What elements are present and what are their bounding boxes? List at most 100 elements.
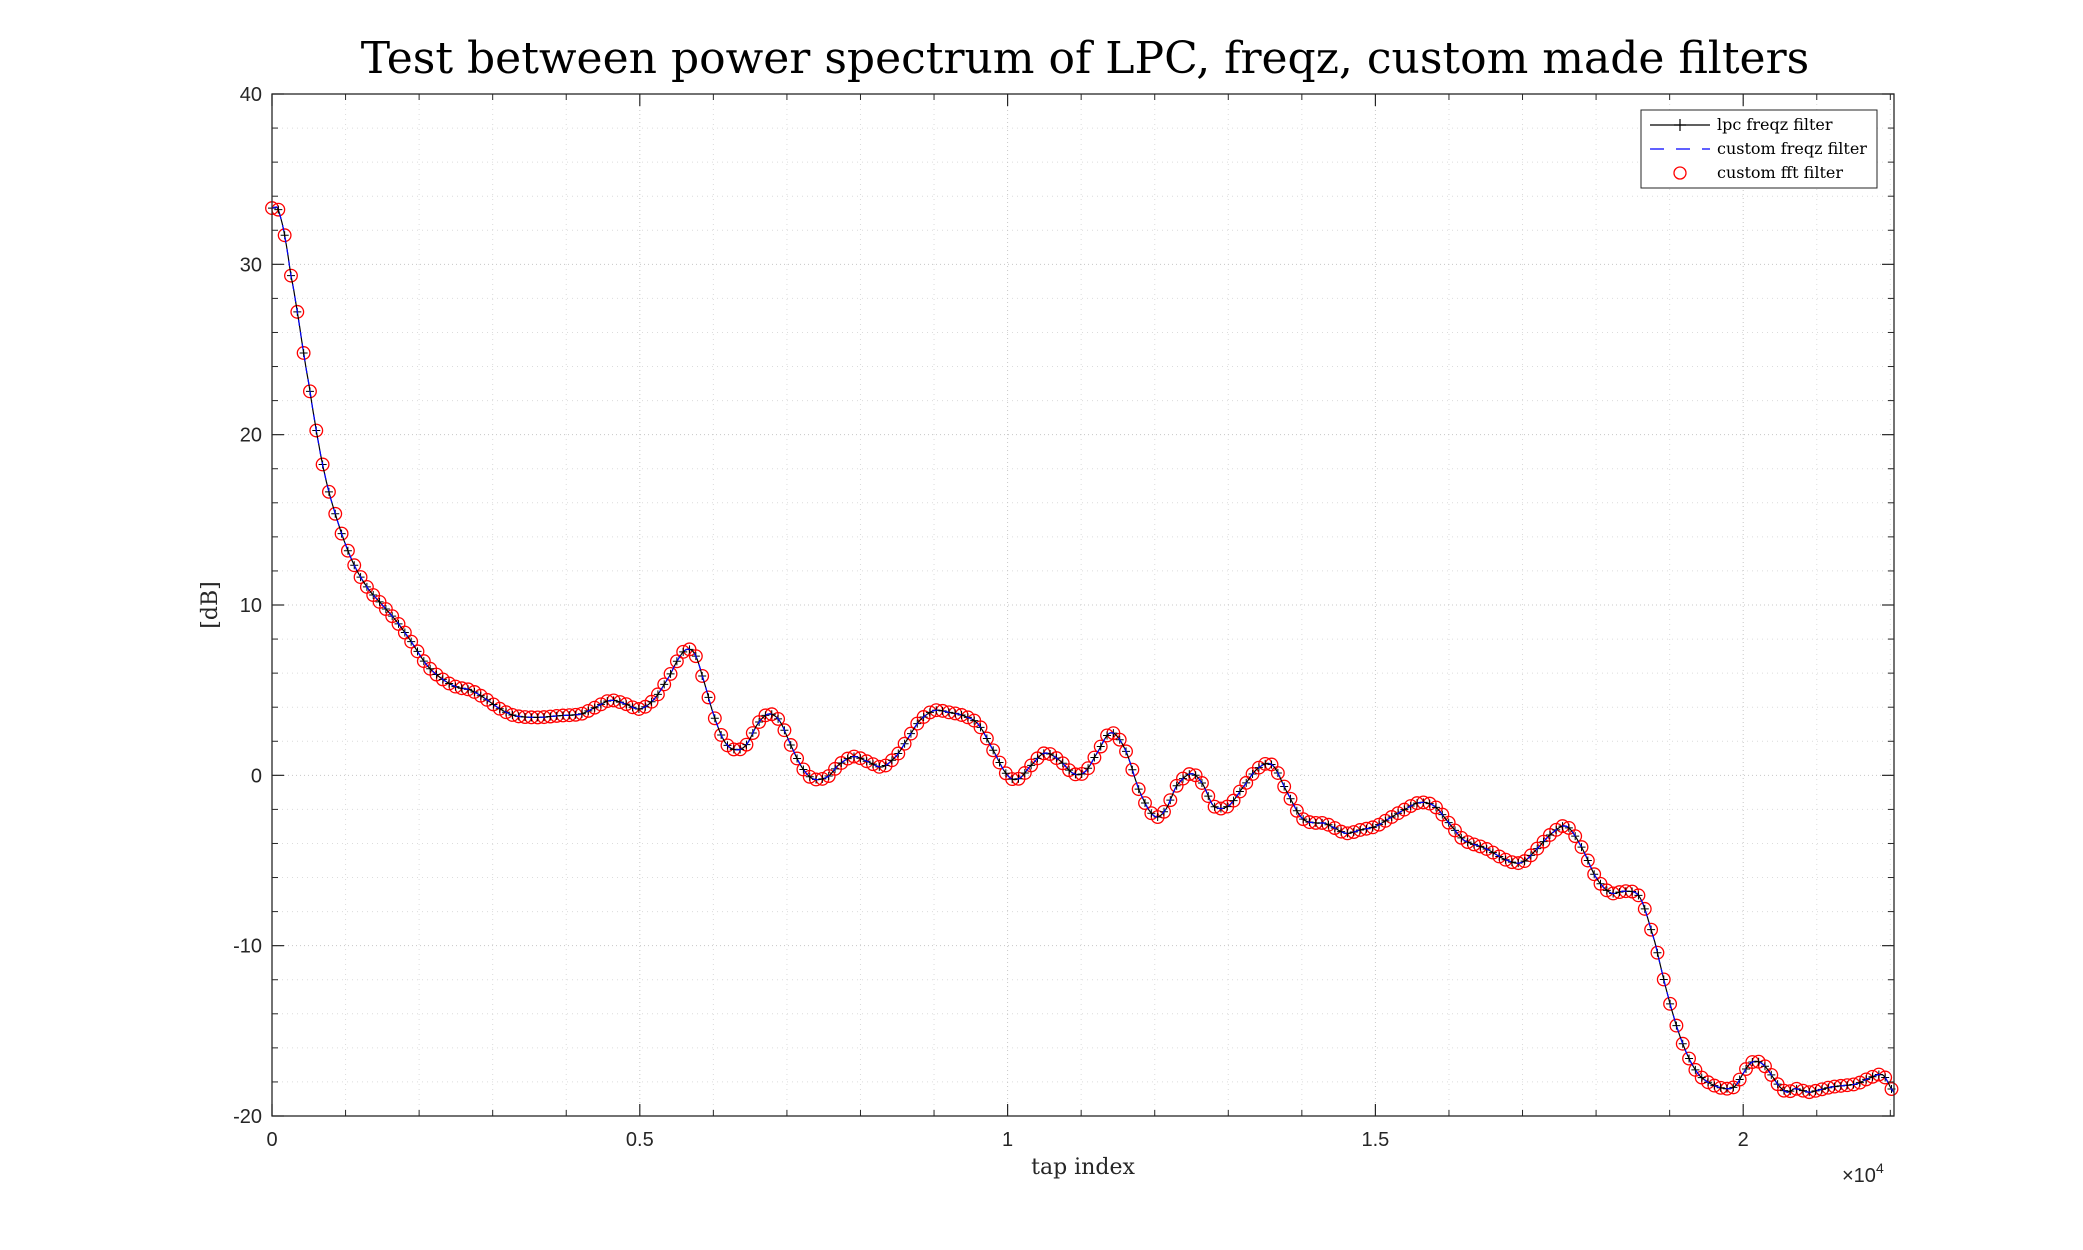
x-tick-label: 0.5 xyxy=(626,1129,654,1151)
lpc-plus-point xyxy=(1096,742,1105,751)
fft-circle-point xyxy=(1157,804,1171,819)
lpc-plus-point xyxy=(1507,858,1516,867)
lpc-plus-point xyxy=(1065,766,1074,775)
lpc-plus-point xyxy=(1457,833,1466,842)
x-tick-label: 1.5 xyxy=(1361,1129,1389,1151)
lpc-plus-point xyxy=(577,709,586,718)
fft-circle-point xyxy=(657,677,672,692)
fft-circle-point xyxy=(1277,779,1292,794)
legend-label-custom-fft: custom fft filter xyxy=(1717,163,1843,182)
lpc-plus-point xyxy=(989,746,998,755)
fft-circle-point xyxy=(669,654,684,669)
lpc-plus-point xyxy=(1235,787,1244,796)
lpc-plus-point xyxy=(1811,1086,1820,1095)
fft-circle-point xyxy=(334,526,349,541)
lpc-plus-point xyxy=(622,700,631,709)
lpc-plus-point xyxy=(995,758,1004,767)
lpc-plus-point xyxy=(1128,765,1137,774)
lpc-plus-point xyxy=(1520,857,1529,866)
lpc-plus-point xyxy=(938,706,947,715)
lpc-plus-point xyxy=(375,597,384,606)
plot-area xyxy=(272,94,1894,1116)
lpc-plus-point xyxy=(1583,856,1592,865)
fft-circle-point xyxy=(353,570,368,585)
lpc-plus-point xyxy=(1147,809,1156,818)
lpc-plus-point xyxy=(1058,759,1067,768)
lpc-plus-point xyxy=(1602,886,1611,895)
lpc-plus-point xyxy=(868,760,877,769)
lpc-plus-point xyxy=(1685,1054,1694,1063)
lpc-plus-point xyxy=(603,697,612,706)
y-tick-label: 40 xyxy=(240,84,262,106)
lpc-plus-point xyxy=(710,714,719,723)
x-tick-label: 1 xyxy=(1002,1129,1013,1151)
fft-circle-point xyxy=(1682,1051,1697,1066)
fft-circle-point xyxy=(1656,972,1671,987)
legend: lpc freqz filter custom freqz filter cus… xyxy=(1640,109,1878,189)
fft-circle-point xyxy=(296,346,311,360)
lpc-plus-point xyxy=(381,605,390,614)
y-tick-label: 10 xyxy=(240,595,262,617)
lpc-plus-point xyxy=(1020,769,1029,778)
fft-circle-point xyxy=(1663,996,1678,1011)
lpc-plus-point xyxy=(1855,1078,1864,1087)
lpc-plus-point xyxy=(818,774,827,783)
lpc-plus-point xyxy=(1141,799,1150,808)
legend-circle-marker xyxy=(1673,166,1687,180)
x-axis-exponent: ×104 xyxy=(1842,1160,1884,1187)
lpc-plus-point xyxy=(647,697,656,706)
lpc-plus-point xyxy=(1545,830,1554,839)
fft-circle-point xyxy=(650,687,665,702)
lpc-plus-point xyxy=(495,704,504,713)
lpc-plus-point xyxy=(1672,1021,1681,1030)
lpc-plus-point xyxy=(1476,842,1485,851)
lpc-plus-point xyxy=(476,691,485,700)
fft-circle-point xyxy=(701,690,716,705)
fft-circle-point xyxy=(1587,867,1602,882)
lpc-plus-point xyxy=(1299,815,1308,824)
lpc-plus-point xyxy=(1381,816,1390,825)
lpc-plus-point xyxy=(1653,948,1662,957)
fft-circle-point xyxy=(1580,853,1595,868)
lpc-plus-point xyxy=(660,680,669,689)
lpc-plus-point xyxy=(1103,731,1112,740)
x-tick-label: 2 xyxy=(1738,1129,1749,1151)
lpc-plus-point xyxy=(653,690,662,699)
lpc-plus-point xyxy=(970,716,979,725)
lpc-plus-point xyxy=(1425,799,1434,808)
fft-circle-point xyxy=(290,304,305,319)
legend-entry-custom-fft: custom fft filter xyxy=(1673,163,1843,182)
lpc-plus-point xyxy=(1027,761,1036,770)
fft-circle-point xyxy=(277,228,292,243)
fft-circle-point xyxy=(1884,1082,1899,1096)
fft-circle-point xyxy=(663,666,678,681)
lpc-plus-point xyxy=(1697,1073,1706,1082)
lpc-plus-point xyxy=(343,546,352,555)
lpc-plus-point xyxy=(1754,1057,1763,1066)
lpc-plus-point xyxy=(1647,925,1656,934)
y-axis-label: [dB] xyxy=(198,581,223,628)
x-tick-label: 0 xyxy=(266,1129,277,1151)
lpc-plus-point xyxy=(508,710,517,719)
lpc-plus-point xyxy=(369,591,378,600)
fft-circle-point xyxy=(309,423,324,438)
fft-circle-point xyxy=(321,484,336,499)
fft-circle-point xyxy=(891,746,906,761)
lpc-plus-point xyxy=(1077,769,1086,778)
fft-circle-point xyxy=(745,726,760,740)
lpc-plus-point xyxy=(489,700,498,709)
lpc-plus-point xyxy=(856,754,865,763)
lpc-plus-point xyxy=(1463,838,1472,847)
legend-label-lpc: lpc freqz filter xyxy=(1717,115,1833,134)
ticks xyxy=(271,93,1894,1117)
lpc-plus-point xyxy=(805,772,814,781)
legend-label-custom-freqz: custom freqz filter xyxy=(1717,139,1867,158)
lpc-plus-point xyxy=(982,734,991,743)
lpc-plus-point xyxy=(1153,813,1162,822)
chart-title: Test between power spectrum of LPC, freq… xyxy=(361,33,1809,84)
fft-circle-point xyxy=(986,743,1001,758)
lpc-plus-point xyxy=(881,761,890,770)
fft-circle-point xyxy=(903,726,918,741)
lpc-plus-point xyxy=(672,657,681,666)
fft-circle-point xyxy=(992,755,1007,770)
